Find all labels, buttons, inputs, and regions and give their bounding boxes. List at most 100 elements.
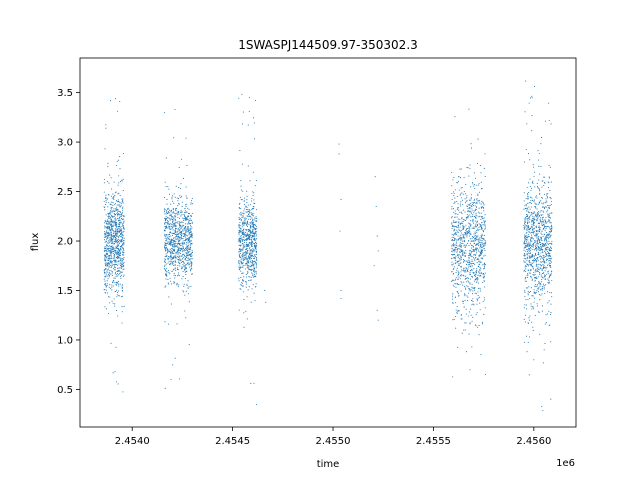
data-point bbox=[115, 219, 117, 222]
data-point bbox=[529, 227, 531, 230]
data-point bbox=[481, 253, 483, 255]
data-point bbox=[550, 181, 552, 183]
data-point bbox=[453, 266, 455, 268]
data-point bbox=[524, 253, 526, 255]
data-point bbox=[113, 240, 115, 243]
data-point bbox=[117, 270, 119, 272]
data-point bbox=[117, 210, 119, 212]
data-point bbox=[252, 229, 254, 231]
data-point bbox=[548, 220, 550, 222]
data-point bbox=[453, 236, 455, 238]
data-point bbox=[547, 246, 549, 248]
data-point bbox=[466, 295, 468, 297]
data-point bbox=[532, 199, 534, 202]
data-point bbox=[470, 198, 472, 200]
data-point bbox=[530, 248, 532, 250]
data-point bbox=[174, 216, 176, 218]
data-point bbox=[179, 255, 181, 258]
data-point bbox=[251, 241, 253, 243]
data-point bbox=[103, 231, 106, 233]
data-point bbox=[479, 262, 481, 264]
data-point bbox=[116, 233, 118, 235]
data-point bbox=[531, 187, 533, 189]
data-point bbox=[451, 298, 454, 300]
data-point bbox=[535, 196, 537, 198]
data-point bbox=[244, 197, 246, 199]
data-point bbox=[256, 220, 258, 222]
data-point bbox=[541, 220, 543, 223]
data-point bbox=[462, 259, 465, 261]
data-point bbox=[536, 285, 538, 287]
data-point bbox=[541, 257, 543, 259]
data-point bbox=[528, 229, 530, 231]
data-point bbox=[539, 256, 541, 258]
data-point bbox=[453, 230, 455, 232]
data-point bbox=[476, 242, 478, 245]
data-point bbox=[181, 211, 183, 213]
data-point bbox=[549, 259, 551, 262]
data-point bbox=[453, 220, 455, 222]
data-point bbox=[454, 279, 456, 281]
data-point bbox=[103, 239, 106, 241]
data-point bbox=[548, 217, 550, 219]
data-point bbox=[455, 243, 457, 245]
data-point bbox=[111, 263, 113, 265]
data-point bbox=[530, 263, 532, 265]
data-point bbox=[252, 194, 254, 196]
data-point bbox=[454, 210, 456, 212]
data-point bbox=[189, 253, 191, 256]
data-point bbox=[451, 216, 453, 218]
data-point bbox=[527, 196, 529, 198]
data-point bbox=[171, 198, 173, 200]
data-point bbox=[462, 193, 464, 195]
data-point bbox=[478, 261, 480, 263]
data-point bbox=[528, 319, 530, 321]
data-point bbox=[544, 229, 546, 231]
data-point bbox=[118, 290, 120, 292]
data-point bbox=[242, 244, 244, 246]
data-point bbox=[116, 254, 118, 256]
data-point bbox=[545, 322, 547, 324]
data-point bbox=[475, 244, 477, 246]
data-point bbox=[105, 263, 107, 265]
data-point bbox=[187, 261, 189, 263]
data-point bbox=[119, 267, 121, 269]
data-point bbox=[114, 235, 116, 237]
data-point bbox=[104, 222, 106, 224]
data-point bbox=[456, 221, 458, 223]
data-point bbox=[251, 208, 253, 210]
data-point bbox=[524, 218, 526, 220]
data-point bbox=[530, 272, 532, 274]
data-point bbox=[255, 273, 257, 275]
data-point bbox=[530, 238, 532, 240]
data-point bbox=[113, 256, 115, 258]
data-point bbox=[247, 237, 249, 239]
data-point bbox=[104, 148, 106, 150]
data-point bbox=[111, 245, 113, 247]
data-point bbox=[481, 206, 484, 208]
data-point bbox=[111, 241, 113, 243]
data-point bbox=[115, 284, 117, 286]
data-point bbox=[105, 273, 107, 275]
data-point bbox=[117, 256, 119, 258]
data-point bbox=[469, 228, 471, 230]
chart-title: 1SWASPJ144509.97-350302.3 bbox=[238, 38, 418, 52]
data-point bbox=[541, 136, 543, 139]
data-point bbox=[252, 248, 254, 250]
data-point bbox=[462, 234, 464, 236]
data-point bbox=[118, 260, 120, 262]
data-point bbox=[526, 198, 529, 200]
data-point bbox=[546, 273, 548, 275]
data-point bbox=[122, 225, 125, 227]
data-point bbox=[250, 242, 252, 244]
data-point bbox=[471, 206, 473, 208]
data-point bbox=[550, 230, 552, 232]
data-point bbox=[174, 196, 176, 198]
data-point bbox=[481, 242, 484, 244]
data-point bbox=[451, 233, 453, 236]
data-point bbox=[103, 270, 105, 272]
data-point bbox=[460, 290, 462, 292]
data-point bbox=[118, 255, 120, 257]
data-point bbox=[240, 231, 242, 233]
data-point bbox=[246, 211, 248, 213]
